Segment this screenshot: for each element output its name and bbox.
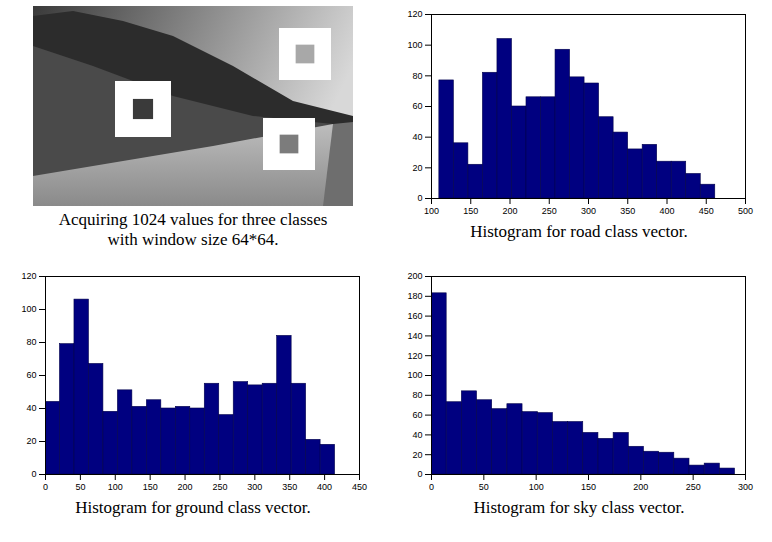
svg-text:80: 80 <box>26 337 36 347</box>
svg-text:100: 100 <box>424 206 439 216</box>
svg-text:250: 250 <box>542 206 557 216</box>
svg-text:60: 60 <box>412 101 422 111</box>
svg-text:150: 150 <box>581 482 596 492</box>
svg-text:80: 80 <box>412 390 422 400</box>
svg-text:400: 400 <box>317 482 332 492</box>
svg-text:200: 200 <box>178 482 193 492</box>
svg-text:150: 150 <box>143 482 158 492</box>
svg-text:40: 40 <box>412 132 422 142</box>
svg-text:300: 300 <box>247 482 262 492</box>
svg-text:100: 100 <box>529 482 544 492</box>
svg-text:0: 0 <box>43 482 48 492</box>
svg-text:200: 200 <box>633 482 648 492</box>
svg-text:50: 50 <box>75 482 85 492</box>
svg-text:500: 500 <box>738 206 753 216</box>
svg-text:350: 350 <box>282 482 297 492</box>
svg-text:100: 100 <box>407 40 422 50</box>
svg-text:100: 100 <box>407 370 422 380</box>
svg-text:120: 120 <box>407 351 422 361</box>
svg-text:120: 120 <box>21 271 36 281</box>
svg-text:300: 300 <box>581 206 596 216</box>
html-text:Histogram for road class vecto: Histogram for road class vector. <box>470 222 688 241</box>
svg-text:60: 60 <box>26 370 36 380</box>
svg-text:100: 100 <box>21 304 36 314</box>
svg-text:0: 0 <box>417 469 422 479</box>
svg-text:200: 200 <box>502 206 517 216</box>
svg-text:60: 60 <box>412 410 422 420</box>
svg-text:200: 200 <box>407 271 422 281</box>
svg-text:250: 250 <box>212 482 227 492</box>
svg-text:0: 0 <box>429 482 434 492</box>
svg-text:350: 350 <box>620 206 635 216</box>
svg-text:0: 0 <box>31 469 36 479</box>
svg-text:300: 300 <box>738 482 753 492</box>
svg-text:20: 20 <box>26 436 36 446</box>
svg-text:100: 100 <box>108 482 123 492</box>
svg-text:50: 50 <box>479 482 489 492</box>
html-text:Histogram for sky class vector: Histogram for sky class vector. <box>473 498 685 517</box>
svg-text:40: 40 <box>26 403 36 413</box>
html-text:Histogram for ground class vec: Histogram for ground class vector. <box>75 498 311 517</box>
svg-text:140: 140 <box>407 331 422 341</box>
svg-text:150: 150 <box>463 206 478 216</box>
svg-text:40: 40 <box>412 430 422 440</box>
svg-text:450: 450 <box>699 206 714 216</box>
svg-text:120: 120 <box>407 9 422 19</box>
svg-text:400: 400 <box>659 206 674 216</box>
svg-text:20: 20 <box>412 450 422 460</box>
svg-text:20: 20 <box>412 163 422 173</box>
svg-text:180: 180 <box>407 291 422 301</box>
svg-text:160: 160 <box>407 311 422 321</box>
svg-text:250: 250 <box>686 482 701 492</box>
html-text:Acquiring 1024 values for thre: Acquiring 1024 values for three classes … <box>58 210 328 249</box>
svg-text:450: 450 <box>352 482 367 492</box>
svg-text:80: 80 <box>412 71 422 81</box>
svg-text:0: 0 <box>417 193 422 203</box>
